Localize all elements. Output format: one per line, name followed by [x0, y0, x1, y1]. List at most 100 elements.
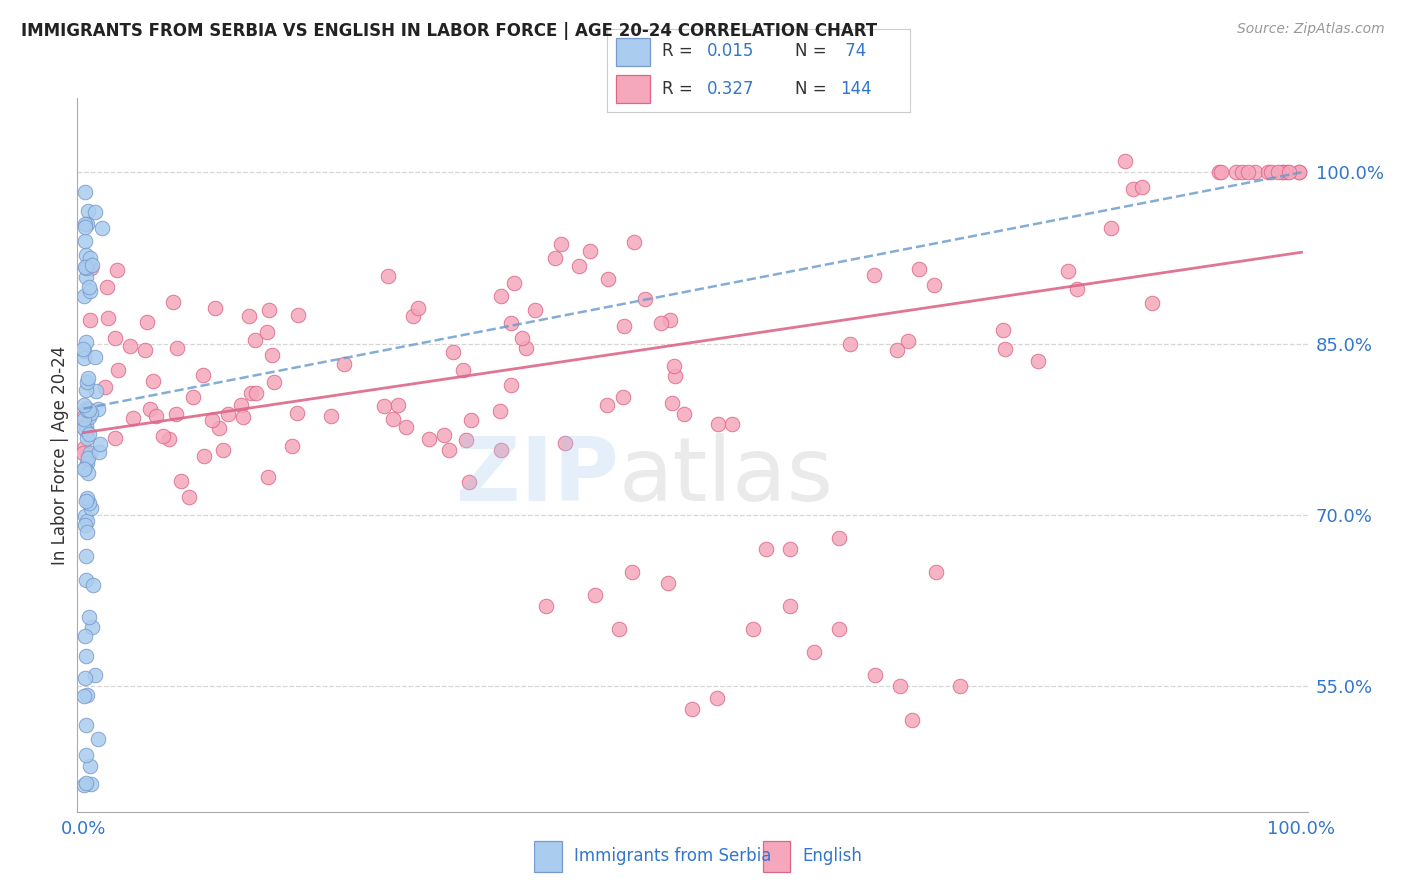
Point	[79, 445, 101, 459]
Point	[523, 302, 546, 317]
Point	[1288, 165, 1310, 179]
Point	[73, 690, 96, 704]
Point	[76, 370, 98, 384]
Point	[75, 269, 97, 284]
Point	[779, 542, 801, 557]
Point	[1267, 165, 1289, 179]
Point	[91, 221, 114, 235]
Point	[706, 690, 728, 705]
Point	[620, 565, 643, 579]
Point	[433, 428, 456, 442]
Point	[104, 431, 127, 445]
Point	[75, 260, 97, 275]
Point	[138, 402, 160, 417]
Point	[84, 350, 107, 364]
Point	[84, 205, 107, 219]
Point	[596, 399, 619, 413]
Point	[79, 427, 101, 442]
Point	[862, 268, 884, 282]
Point	[568, 259, 591, 273]
Point	[456, 433, 478, 447]
Point	[682, 702, 704, 716]
Point	[536, 599, 558, 614]
Point	[381, 412, 404, 426]
Text: 144: 144	[841, 79, 872, 97]
Point	[827, 622, 849, 636]
Point	[499, 377, 522, 392]
Point	[75, 775, 97, 789]
Point	[73, 397, 96, 411]
Point	[245, 385, 267, 400]
Point	[1130, 179, 1153, 194]
Point	[217, 407, 239, 421]
Point	[239, 386, 262, 401]
Point	[75, 518, 97, 533]
Point	[122, 410, 145, 425]
Point	[77, 409, 100, 424]
Point	[1122, 182, 1144, 196]
Text: 74: 74	[841, 42, 866, 60]
Point	[75, 418, 97, 433]
Point	[76, 260, 98, 274]
Point	[863, 667, 886, 681]
Point	[76, 431, 98, 445]
Point	[72, 289, 94, 303]
Point	[1208, 165, 1230, 179]
Point	[897, 334, 920, 349]
Point	[1142, 296, 1164, 310]
Point	[373, 399, 395, 413]
Point	[73, 409, 96, 424]
Point	[285, 406, 308, 420]
Point	[73, 411, 96, 425]
Point	[73, 462, 96, 476]
Point	[107, 363, 129, 377]
Point	[75, 672, 97, 686]
Point	[263, 375, 285, 389]
Point	[75, 549, 97, 564]
Point	[77, 402, 100, 417]
Point	[1271, 165, 1294, 179]
Point	[387, 398, 409, 412]
Point	[550, 236, 572, 251]
Point	[79, 406, 101, 420]
Text: IMMIGRANTS FROM SERBIA VS ENGLISH IN LABOR FORCE | AGE 20-24 CORRELATION CHART: IMMIGRANTS FROM SERBIA VS ENGLISH IN LAB…	[21, 22, 877, 40]
Point	[886, 343, 908, 358]
Point	[73, 343, 96, 358]
Point	[900, 714, 922, 728]
Point	[827, 531, 849, 545]
Point	[596, 271, 619, 285]
Point	[406, 301, 429, 315]
Point	[661, 395, 683, 409]
Point	[201, 412, 224, 426]
Point	[439, 443, 461, 458]
Point	[73, 186, 96, 200]
Point	[232, 409, 254, 424]
Point	[922, 277, 945, 292]
Point	[136, 315, 159, 329]
Point	[77, 280, 100, 294]
Point	[754, 542, 776, 557]
Point	[77, 496, 100, 510]
Text: R =: R =	[662, 79, 697, 97]
Point	[75, 629, 97, 643]
Point	[157, 432, 180, 446]
Point	[73, 217, 96, 231]
Point	[402, 310, 425, 324]
FancyBboxPatch shape	[534, 840, 562, 872]
Point	[441, 345, 464, 359]
Point	[1057, 264, 1080, 278]
Point	[333, 357, 356, 371]
Point	[75, 748, 97, 763]
Point	[583, 588, 606, 602]
Point	[142, 374, 165, 388]
Text: Source: ZipAtlas.com: Source: ZipAtlas.com	[1237, 22, 1385, 37]
Point	[1278, 165, 1301, 179]
Point	[613, 319, 636, 334]
Point	[579, 244, 602, 259]
Point	[1271, 165, 1294, 179]
Point	[1099, 221, 1122, 235]
Point	[491, 289, 513, 303]
Point	[395, 420, 418, 434]
Point	[103, 331, 125, 345]
Point	[79, 251, 101, 265]
